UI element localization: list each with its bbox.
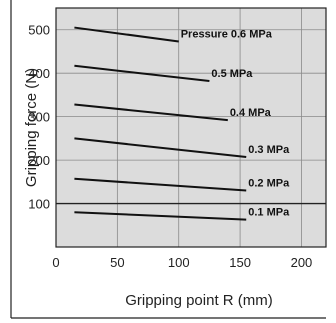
x-tick-label: 200 (291, 255, 313, 270)
x-tick-label: 0 (52, 255, 59, 270)
y-tick-labels: 100 200 300 400 500 (28, 23, 50, 212)
series-line (74, 211, 247, 221)
series-label: Pressure 0.6 MPa (181, 28, 273, 40)
x-axis-title: Gripping point R (mm) (125, 292, 273, 309)
series-label: 0.3 MPa (248, 144, 290, 156)
y-tick-label: 400 (28, 66, 50, 81)
x-tick-label: 50 (110, 255, 124, 270)
y-tick-label: 500 (28, 23, 50, 38)
series-line (74, 26, 179, 43)
x-tick-label: 150 (229, 255, 251, 270)
plot-frame (55, 7, 327, 248)
series-label: 0.2 MPa (248, 178, 290, 190)
plot-background (56, 8, 326, 247)
y-tick-label: 300 (28, 110, 50, 125)
series-labels: Pressure 0.6 MPa 0.5 MPa 0.4 MPa 0.3 MPa 0.2… (181, 28, 290, 218)
series-line (74, 103, 228, 122)
series-label: 0.5 MPa (211, 68, 253, 80)
y-tick-label: 100 (28, 197, 50, 212)
series-label: 0.1 MPa (248, 207, 290, 219)
y-axis-title: Gripping force (N) (23, 68, 40, 187)
series-lines (74, 26, 247, 221)
x-tick-labels: 0 50 100 150 200 (52, 255, 312, 270)
series-line (74, 177, 247, 192)
y-tick-label: 200 (28, 153, 50, 168)
series-line (74, 137, 247, 159)
series-line (74, 64, 210, 82)
series-label: 0.4 MPa (230, 107, 272, 119)
grid-lines (56, 8, 326, 247)
x-tick-label: 100 (168, 255, 190, 270)
